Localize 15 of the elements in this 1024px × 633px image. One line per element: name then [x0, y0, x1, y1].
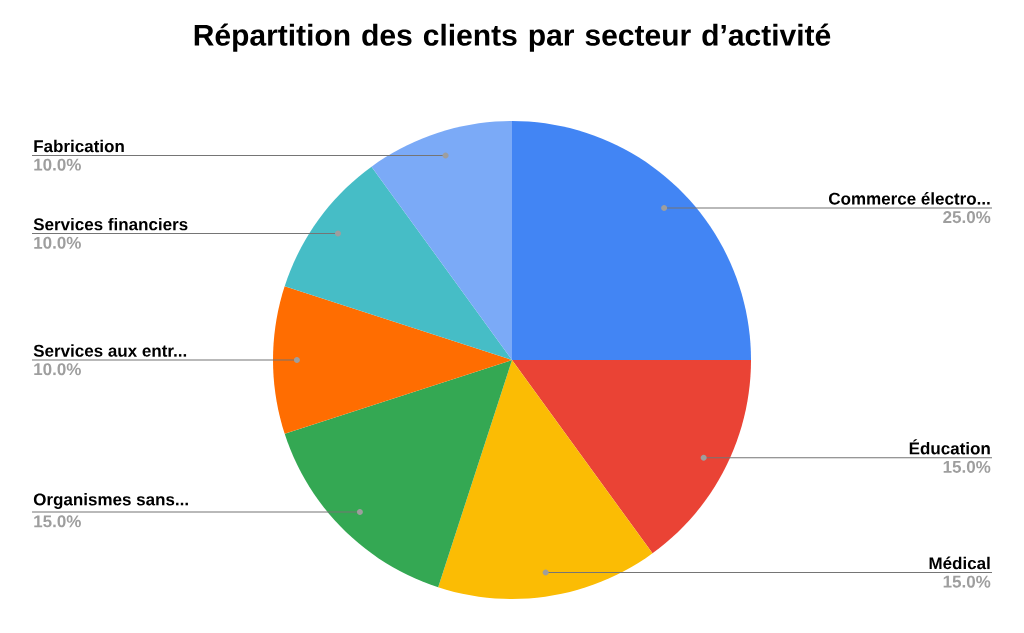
data-label: 25.0%	[943, 211, 991, 224]
slice-label: Services aux entr...	[33, 344, 187, 357]
chart-title: Répartition des clients par secteur d’activité	[194, 23, 831, 52]
slice-label: Commerce électro...	[828, 192, 990, 205]
data-label: 10.0%	[34, 236, 81, 249]
data-label: 10.0%	[34, 363, 81, 376]
slice-label: Médical	[929, 556, 990, 570]
slice-label: Organismes sans...	[33, 492, 188, 509]
slice-label: Services financiers	[33, 217, 188, 231]
data-label: 15.0%	[943, 575, 991, 588]
data-label: 15.0%	[943, 460, 991, 473]
data-label: 15.0%	[34, 515, 81, 528]
data-label: 10.0%	[34, 158, 81, 171]
slice-label: Fabrication	[34, 139, 124, 153]
slice-label: Éducation	[909, 439, 990, 455]
